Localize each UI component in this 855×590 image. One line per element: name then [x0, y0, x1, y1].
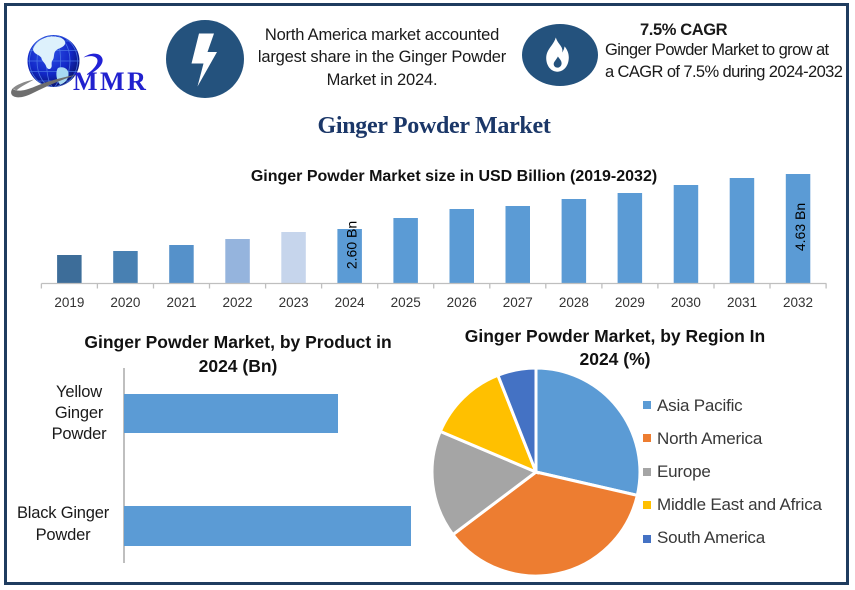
svg-text:2023: 2023	[279, 295, 309, 310]
svg-text:2021: 2021	[166, 295, 196, 310]
svg-text:2024: 2024	[335, 295, 366, 310]
svg-text:2028: 2028	[559, 295, 589, 310]
svg-text:2032: 2032	[783, 295, 813, 310]
svg-text:2026: 2026	[447, 295, 477, 310]
svg-text:2.60 Bn: 2.60 Bn	[344, 221, 360, 269]
svg-text:MMR: MMR	[73, 67, 148, 96]
svg-text:2019: 2019	[54, 295, 84, 310]
svg-text:2022: 2022	[222, 295, 252, 310]
svg-text:2031: 2031	[727, 295, 757, 310]
svg-text:2027: 2027	[503, 295, 533, 310]
svg-text:4.63 Bn: 4.63 Bn	[792, 203, 808, 251]
svg-text:2029: 2029	[615, 295, 645, 310]
svg-text:2025: 2025	[391, 295, 421, 310]
svg-text:2030: 2030	[671, 295, 701, 310]
svg-text:2020: 2020	[110, 295, 140, 310]
